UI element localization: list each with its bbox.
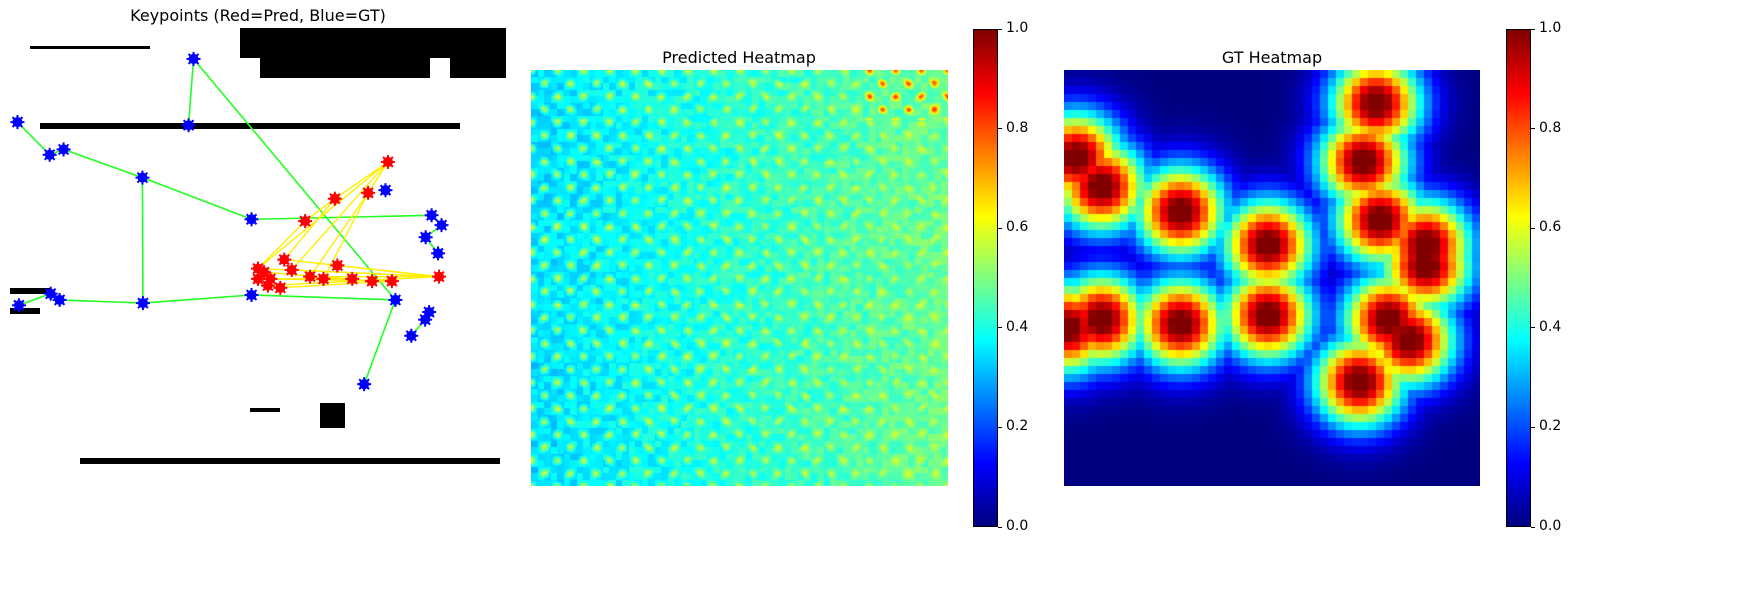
pred-keypoint [384, 274, 399, 289]
colorbar-tick-mark [998, 28, 1002, 30]
pred-skeleton-edge [291, 161, 389, 271]
mask-region [320, 403, 345, 428]
gt-keypoint [181, 118, 196, 133]
pred-keypoint [380, 154, 395, 169]
gt-heatmap-title: GT Heatmap [1221, 48, 1323, 67]
pred-skeleton-edge [291, 269, 440, 278]
colorbar-tick-mark [998, 526, 1002, 528]
keypoints-plot [10, 28, 506, 476]
gt-keypoint [418, 230, 433, 245]
gt-keypoint [388, 292, 403, 307]
colorbar-tick-mark [1531, 426, 1535, 428]
colorbar-tick-label: 0.2 [1006, 418, 1029, 435]
colorbar-tick-mark [1531, 227, 1535, 229]
gt-keypoint [42, 147, 57, 162]
mask-region [80, 458, 500, 464]
pred-skeleton-edge [283, 198, 336, 261]
pred-skeleton-edge [257, 220, 306, 270]
gt-skeleton-edge [63, 148, 143, 179]
gt-colorbar [1506, 29, 1531, 527]
predicted-heatmap-title: Predicted Heatmap [662, 48, 816, 67]
mask-region [260, 58, 430, 78]
gt-keypoint [244, 288, 259, 303]
pred-keypoint [365, 274, 380, 289]
pred-skeleton-edge [309, 192, 369, 278]
gt-skeleton-edge [363, 299, 397, 385]
predicted-heatmap [531, 70, 948, 486]
gt-keypoint [135, 170, 150, 185]
gt-keypoint [135, 296, 150, 311]
pred-skeleton-edge [367, 161, 389, 194]
colorbar-tick-label: 1.0 [1539, 20, 1562, 36]
colorbar-tick-mark [1531, 526, 1535, 528]
gt-skeleton-edge [59, 299, 143, 304]
colorbar-tick-mark [998, 327, 1002, 329]
gt-keypoint [378, 183, 393, 198]
pred-keypoint [345, 271, 360, 286]
gt-skeleton-edge [142, 176, 252, 221]
pred-keypoint [432, 269, 447, 284]
gt-keypoint [418, 312, 433, 327]
gt-keypoint [56, 142, 71, 157]
gt-heatmap [1064, 70, 1480, 486]
gt-keypoint [434, 218, 449, 233]
colorbar-tick-label: 0.0 [1539, 518, 1562, 534]
colorbar-tick-label: 0.4 [1539, 318, 1562, 335]
colorbar-tick-mark [998, 227, 1002, 229]
colorbar-tick-mark [998, 426, 1002, 428]
gt-skeleton-edge [18, 292, 51, 307]
colorbar-tick-label: 0.6 [1539, 219, 1562, 236]
gt-keypoint [43, 286, 58, 301]
gt-keypoint [186, 51, 201, 66]
mask-region [260, 123, 460, 129]
gt-keypoint [244, 212, 259, 227]
pred-keypoint [277, 252, 292, 267]
gt-keypoint [52, 292, 67, 307]
gt-keypoint [357, 377, 372, 392]
predicted-colorbar [973, 29, 998, 527]
pred-keypoint [284, 262, 299, 277]
colorbar-tick-label: 0.2 [1539, 418, 1562, 435]
colorbar-tick-label: 0.8 [1539, 119, 1562, 136]
mask-region [450, 38, 506, 78]
colorbar-tick-label: 1.0 [1006, 20, 1029, 36]
gt-keypoint [404, 328, 419, 343]
pred-keypoint [330, 258, 345, 273]
colorbar-tick-mark [1531, 28, 1535, 30]
gt-skeleton-edge [142, 294, 252, 304]
pred-keypoint [316, 271, 331, 286]
pred-skeleton-edge [337, 264, 440, 278]
pred-skeleton-edge [257, 161, 389, 270]
gt-keypoint [424, 208, 439, 223]
gt-skeleton-edge [251, 214, 432, 221]
pred-keypoint [260, 278, 275, 293]
keypoints-panel [10, 28, 506, 476]
pred-keypoint [303, 269, 318, 284]
mask-region [10, 288, 50, 294]
gt-skeleton-edge [192, 58, 397, 301]
pred-keypoint [327, 191, 342, 206]
pred-keypoint [361, 185, 376, 200]
gt-skeleton-edge [16, 121, 51, 156]
colorbar-tick-label: 0.4 [1006, 318, 1029, 335]
colorbar-tick-label: 0.6 [1006, 219, 1029, 236]
gt-keypoint [11, 298, 26, 313]
mask-region [250, 408, 280, 412]
colorbar-tick-mark [1531, 327, 1535, 329]
mask-region [40, 123, 260, 129]
pred-keypoint [273, 280, 288, 295]
mask-region [10, 308, 40, 314]
colorbar-tick-mark [1531, 128, 1535, 130]
colorbar-tick-label: 0.0 [1006, 518, 1029, 534]
colorbar-tick-mark [998, 128, 1002, 130]
pred-keypoint [298, 214, 313, 229]
gt-skeleton-edge [187, 58, 195, 126]
mask-region [30, 46, 150, 49]
keypoints-title: Keypoints (Red=Pred, Blue=GT) [130, 6, 386, 25]
gt-skeleton-edge [251, 294, 396, 301]
colorbar-tick-label: 0.8 [1006, 119, 1029, 136]
gt-keypoint [10, 115, 25, 130]
pred-skeleton-edge [334, 161, 389, 200]
gt-keypoint [431, 246, 446, 261]
